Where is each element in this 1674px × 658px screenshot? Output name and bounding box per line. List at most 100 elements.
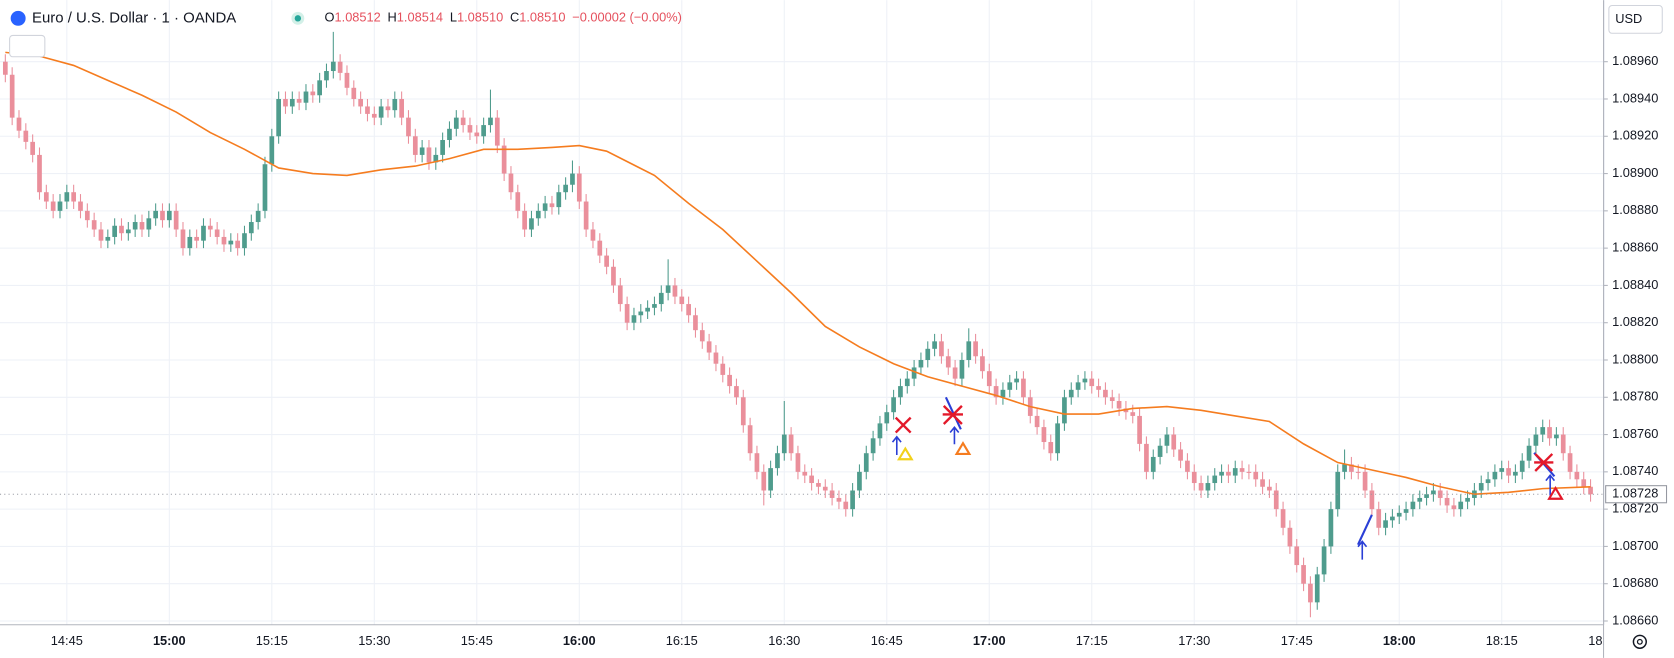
candle-body — [693, 315, 698, 331]
candle-body — [1547, 427, 1552, 439]
candle-body — [645, 307, 650, 312]
candle-body — [43, 192, 49, 202]
candle-body — [1417, 497, 1423, 502]
candle-body — [91, 220, 97, 230]
candle-body — [1103, 389, 1108, 398]
legend-toggle[interactable] — [9, 34, 46, 58]
candle-body — [481, 125, 486, 137]
candle-body — [932, 341, 937, 349]
candle-body — [1519, 460, 1525, 472]
cross-marker — [894, 405, 1554, 472]
candle-body — [986, 371, 992, 387]
candle-body — [1171, 434, 1177, 450]
y-tick-label: 1.08760 — [1612, 426, 1658, 441]
candle-body — [440, 140, 445, 155]
candle-body — [1390, 516, 1395, 521]
x-tick-label: 16:15 — [666, 633, 698, 648]
candle-body — [317, 80, 322, 96]
candle-body — [1007, 382, 1013, 390]
candle-body — [1075, 382, 1081, 390]
candle-body — [98, 229, 104, 241]
x-tick-label: 16:00 — [563, 633, 596, 648]
candle-body — [1205, 483, 1211, 491]
candle-body — [966, 341, 972, 360]
x-tick-label: 18:30 — [1588, 633, 1620, 648]
candle-body — [1444, 497, 1450, 506]
x-tick-label: 16:45 — [871, 633, 903, 648]
candle-body — [829, 490, 835, 498]
candle-body — [269, 136, 275, 165]
candle-body — [898, 386, 903, 398]
last-price-box — [1605, 485, 1668, 504]
candle-body — [1362, 471, 1368, 491]
candle-body — [1369, 490, 1375, 510]
candle-body — [71, 192, 77, 202]
candle-body — [843, 501, 849, 510]
candle-body — [351, 87, 357, 99]
candle-body — [1567, 453, 1573, 472]
candle-body — [570, 173, 575, 185]
candle-body — [973, 341, 978, 357]
candle-body — [119, 225, 124, 234]
candle-body — [433, 154, 439, 163]
candle-body — [194, 236, 199, 241]
candle-body — [255, 210, 261, 223]
up-arrow — [891, 425, 1556, 560]
candle-body — [775, 453, 780, 469]
candle-body — [1485, 479, 1491, 484]
candle-body — [1308, 583, 1313, 603]
candle-body — [1431, 490, 1436, 495]
candle-body — [576, 173, 582, 202]
candle-body — [105, 236, 111, 241]
c-label: C — [510, 10, 519, 25]
h-value: 1.08514 — [397, 10, 443, 25]
candle-body — [1232, 468, 1238, 476]
h-label: H — [388, 10, 397, 25]
candle-body — [235, 240, 240, 249]
candle-body — [1540, 427, 1546, 435]
candle-body — [9, 74, 15, 118]
candle-body — [1458, 501, 1464, 510]
candle-body — [720, 363, 726, 375]
candle-body — [358, 98, 363, 107]
candle-body — [638, 311, 644, 316]
x-tick-label: 17:45 — [1281, 633, 1313, 648]
candle-body — [324, 71, 329, 81]
candle-body — [1287, 527, 1293, 547]
candle-body — [1355, 471, 1361, 473]
y-tick-label: 1.08940 — [1612, 90, 1658, 105]
candle-body — [1178, 449, 1183, 461]
candle-body — [1526, 445, 1532, 461]
candle-body — [1260, 479, 1265, 487]
candle-body — [549, 203, 555, 208]
status-dot — [294, 15, 302, 22]
drawing-line — [1357, 514, 1373, 546]
candle-body — [918, 359, 924, 368]
settings-icon[interactable] — [1632, 634, 1647, 649]
candle-body — [1021, 378, 1026, 398]
candle-body — [180, 229, 186, 249]
candle-body — [23, 130, 29, 142]
candle-body — [160, 210, 165, 221]
y-tick-label: 1.08860 — [1612, 240, 1658, 255]
plot-area — [0, 31, 1604, 618]
candle-body — [1349, 464, 1354, 472]
candle-body — [850, 490, 855, 510]
candle-body — [699, 330, 705, 342]
candle-body — [863, 453, 869, 472]
y-tick-label: 1.08840 — [1612, 277, 1658, 292]
change: −0.00002 (−0.00%) — [572, 10, 682, 25]
x-tick-label: 18:15 — [1486, 633, 1518, 648]
candle-body — [1246, 471, 1252, 473]
candle-body — [488, 117, 493, 126]
y-tick-label: 1.08800 — [1612, 351, 1658, 366]
candle-body — [399, 98, 404, 118]
candle-body — [1239, 468, 1245, 472]
triangle-marker — [897, 446, 914, 461]
candle-body — [925, 348, 931, 360]
candle-body — [1581, 479, 1587, 487]
currency-button[interactable] — [1608, 4, 1663, 34]
candle-body — [2, 61, 8, 75]
candle-body — [631, 315, 637, 323]
candle-body — [139, 222, 145, 230]
